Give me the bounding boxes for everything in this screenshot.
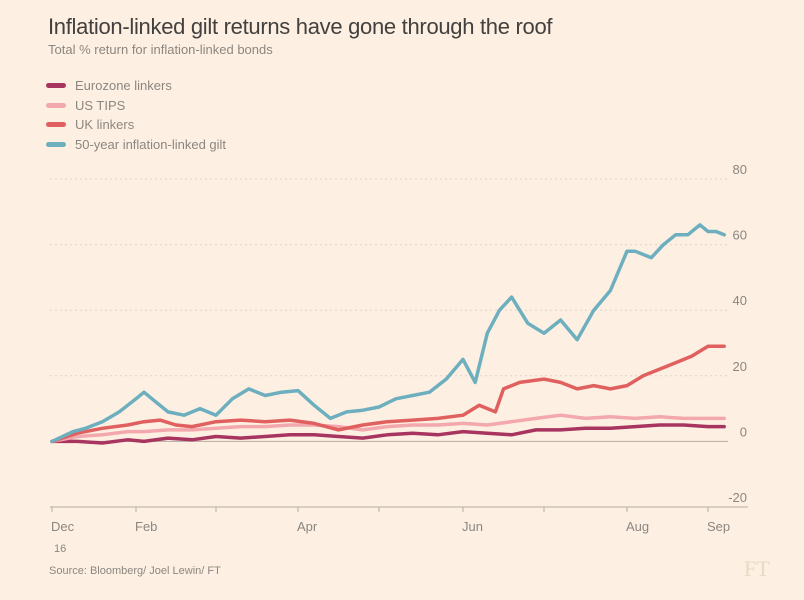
chart-title: Inflation-linked gilt returns have gone …: [48, 14, 553, 39]
ft-logo: FT: [744, 556, 770, 581]
legend-label-eurozone: Eurozone linkers: [75, 78, 172, 94]
series-line-50-year-inflation-linked-gilt: [50, 223, 726, 444]
legend-item-uk-linkers: UK linkers: [46, 115, 226, 135]
series-lines: [50, 223, 726, 445]
legend-swatch-uk-linkers: [46, 122, 66, 128]
legend-label-50yr-gilt: 50-year inflation-linked gilt: [75, 136, 227, 152]
x-tick-label: Sep: [707, 519, 730, 534]
legend-label-uk-linkers: UK linkers: [75, 117, 135, 133]
x-tick-label: Apr: [297, 519, 318, 534]
legend-item-eurozone: Eurozone linkers: [46, 76, 226, 96]
y-tick-label: 0: [740, 424, 747, 439]
y-tick-label: 20: [733, 359, 747, 374]
series-line-uk-linkers: [50, 344, 726, 444]
source-note: Source: Bloomberg/ Joel Lewin/ FT: [49, 565, 221, 577]
x-tick-label: Aug: [626, 519, 649, 534]
x-tick-label: Dec: [51, 519, 75, 534]
legend-item-us-tips: US TIPS: [46, 96, 226, 116]
legend-label-us-tips: US TIPS: [75, 97, 126, 113]
y-axis: 80 60 40 20 0 -20: [728, 162, 747, 505]
y-tick-label: 60: [733, 228, 747, 243]
y-tick-label: 40: [733, 293, 747, 308]
y-tick-label: 80: [733, 162, 747, 177]
legend-swatch-eurozone: [46, 83, 66, 89]
series-line-us-tips: [50, 413, 726, 444]
chart-subtitle: Total % return for inflation-linked bond…: [48, 42, 273, 57]
legend-item-50yr-gilt: 50-year inflation-linked gilt: [46, 135, 226, 155]
x-tick-label: Feb: [135, 519, 157, 534]
x-tick-sublabel: 16: [54, 543, 66, 555]
legend: Eurozone linkers US TIPS UK linkers 50-y…: [46, 76, 226, 154]
y-tick-label: -20: [728, 490, 747, 505]
series-line-eurozone-linkers: [50, 423, 726, 445]
legend-swatch-50yr-gilt: [46, 141, 66, 147]
legend-swatch-us-tips: [46, 102, 66, 108]
x-tick-label: Jun: [462, 519, 483, 534]
x-axis: Dec 16 Feb Apr Jun Aug Sep: [50, 506, 748, 555]
gridlines: [50, 178, 728, 442]
